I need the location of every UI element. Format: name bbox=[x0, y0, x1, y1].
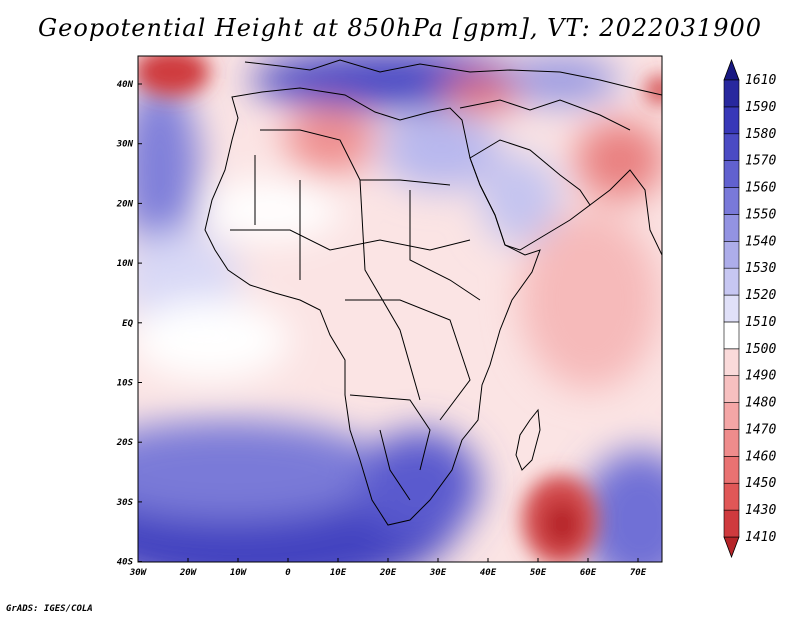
colorbar-segment bbox=[723, 214, 740, 242]
colorbar-segment bbox=[723, 294, 740, 323]
colorbar-segment bbox=[723, 402, 740, 430]
colorbar-label: 1460 bbox=[745, 449, 776, 464]
colorbar-label: 1530 bbox=[745, 261, 776, 276]
colorbar-segment bbox=[723, 348, 740, 377]
lat-tick-label: 40S bbox=[117, 558, 134, 568]
lat-tick-label: 20S bbox=[116, 438, 134, 448]
colorbar-segment bbox=[723, 187, 740, 215]
colorbar-label: 1590 bbox=[745, 100, 776, 115]
map-title: Geopotential Height at 850hPa [gpm], VT:… bbox=[38, 14, 762, 42]
lon-tick-label: 10E bbox=[330, 568, 347, 578]
colorbar-label: 1490 bbox=[745, 369, 776, 384]
colorbar-label: 1550 bbox=[745, 207, 776, 222]
colorbar-segment bbox=[723, 267, 740, 296]
lon-tick-label: 20W bbox=[179, 568, 198, 578]
lon-tick-label: 20E bbox=[379, 568, 397, 578]
colorbar-label: 1570 bbox=[745, 154, 776, 169]
latitude-ticks: 40N 30N 20N 10N EQ 10S 20S 30S 40S bbox=[116, 80, 142, 568]
coastlines bbox=[204, 59, 662, 526]
colorbar-label: 1610 bbox=[745, 73, 776, 88]
lat-tick-label: 30N bbox=[116, 140, 134, 150]
colorbar-segment bbox=[723, 321, 740, 350]
lat-tick-label: 10S bbox=[117, 379, 134, 389]
colorbar: 1410 1430 1450 1460 1470 1480 1490 1500 1510 1520… bbox=[723, 58, 776, 559]
longitude-ticks: 30W 20W 10W 0 10E 20E 30E 40E 50E 60E 70E bbox=[129, 558, 647, 578]
colorbar-segment bbox=[723, 375, 740, 403]
colorbar-label: 1480 bbox=[745, 396, 776, 411]
lat-tick-label: 30S bbox=[116, 498, 134, 508]
lon-tick-label: 70E bbox=[630, 568, 647, 578]
colorbar-label: 1430 bbox=[745, 503, 776, 518]
lat-tick-label: 20N bbox=[116, 199, 134, 209]
lon-tick-label: 50E bbox=[530, 568, 547, 578]
colorbar-label: 1580 bbox=[745, 127, 776, 142]
colorbar-label: 1500 bbox=[745, 342, 776, 357]
lon-tick-label: 40E bbox=[480, 568, 497, 578]
grads-credit: GrADS: IGES/COLA bbox=[6, 604, 93, 614]
colorbar-label: 1560 bbox=[745, 181, 776, 196]
colorbar-label: 1540 bbox=[745, 234, 776, 249]
colorbar-label: 1410 bbox=[745, 530, 776, 545]
lat-tick-label: EQ bbox=[122, 319, 133, 329]
colorbar-arrow-top bbox=[723, 58, 740, 81]
colorbar-arrow-bottom bbox=[723, 536, 740, 559]
height-field bbox=[138, 56, 662, 562]
lon-tick-label: 30E bbox=[429, 568, 447, 578]
map-frame bbox=[137, 55, 663, 563]
colorbar-segment bbox=[723, 482, 740, 511]
lon-tick-label: 60E bbox=[580, 568, 597, 578]
colorbar-label: 1450 bbox=[745, 476, 776, 491]
colorbar-segment bbox=[723, 456, 740, 484]
lon-tick-label: 0 bbox=[285, 568, 291, 578]
colorbar-label: 1510 bbox=[745, 315, 776, 330]
colorbar-segment bbox=[723, 133, 740, 161]
colorbar-segment bbox=[723, 240, 740, 269]
colorbar-label: 1520 bbox=[745, 288, 776, 303]
colorbar-segment bbox=[723, 160, 740, 188]
colorbar-segment bbox=[723, 79, 740, 108]
colorbar-label: 1470 bbox=[745, 422, 776, 437]
lat-tick-label: 40N bbox=[117, 80, 134, 90]
lon-tick-label: 30W bbox=[129, 568, 148, 578]
colorbar-segment bbox=[723, 509, 740, 538]
lat-tick-label: 10N bbox=[117, 259, 134, 269]
colorbar-segment bbox=[723, 429, 740, 457]
colorbar-segment bbox=[723, 106, 740, 135]
lon-tick-label: 10W bbox=[230, 568, 248, 578]
